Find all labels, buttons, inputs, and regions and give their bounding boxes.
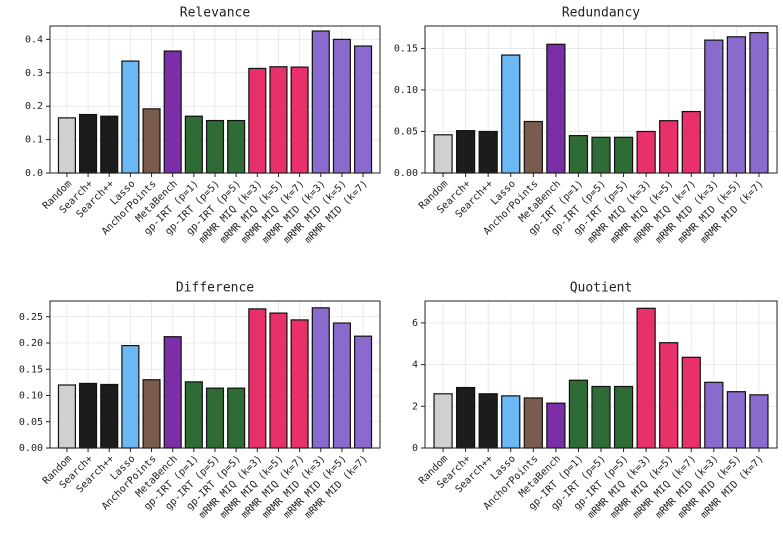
bar [749,394,769,449]
bar [636,307,656,449]
bar [433,393,453,449]
bar [455,130,476,174]
plot-frame [424,25,778,174]
bar [478,130,498,174]
bar [163,336,182,449]
y-tick-label: 6 [412,318,418,329]
plot-frame [424,300,778,449]
bar [726,391,747,449]
y-tick-label: 0.00 [394,168,418,179]
bar [455,386,476,449]
bar [591,136,611,174]
y-tick-label: 0.20 [19,338,43,349]
y-tick-label: 0.05 [19,417,43,428]
bar [227,119,246,174]
bar [681,110,701,174]
bar [184,381,203,449]
bar [478,393,498,449]
bar [332,38,351,174]
bar [332,322,351,449]
bar [290,66,309,174]
bar [636,130,656,174]
bar [704,381,724,449]
y-tick-label: 4 [412,360,418,371]
chart-title: Relevance [180,6,251,21]
bar [659,342,679,449]
bar [659,120,679,174]
plot-frame [49,25,381,174]
bar [523,120,543,174]
y-tick-label: 0.00 [19,443,43,454]
y-tick-label: 0.25 [19,312,43,323]
bar [142,379,161,449]
y-tick-label: 0 [412,443,418,454]
chart-title: Difference [176,281,254,296]
bar [269,312,288,449]
bar [269,66,288,174]
bar [501,54,521,174]
bar [184,115,203,174]
bar [568,135,589,174]
bar [311,307,330,449]
y-tick-label: 0.3 [25,68,43,79]
bar [354,45,373,174]
bar [163,50,182,174]
y-tick-label: 0.15 [394,43,418,54]
bar [100,115,119,174]
bar [100,383,119,449]
bar [523,397,543,449]
bar [354,335,373,449]
bar [57,384,76,449]
bar [433,134,453,174]
bar [749,32,769,174]
y-tick-label: 2 [412,401,418,412]
bar [591,385,611,449]
y-tick-label: 0.15 [19,364,43,375]
bar [79,382,98,449]
bar [227,387,246,449]
bar [311,30,330,174]
bar [501,395,521,449]
y-tick-label: 0.1 [25,135,43,146]
bar [205,119,225,174]
bar [248,67,267,174]
bar [568,379,589,449]
y-tick-label: 0.4 [25,34,43,45]
chart-title: Redundancy [562,6,640,21]
bar [121,345,140,449]
bar [290,319,309,449]
bar [704,39,724,174]
bar [248,308,267,449]
bar [613,385,634,449]
bar [546,43,566,174]
bar [546,402,566,449]
bar [205,387,225,449]
bar [681,356,701,449]
bar [613,136,634,174]
y-tick-label: 0.05 [394,126,418,137]
bar [57,117,76,174]
y-tick-label: 0.10 [19,391,43,402]
y-tick-label: 0.10 [394,85,418,96]
bar [121,60,140,174]
chart-title: Quotient [570,281,633,296]
bar [142,108,161,174]
y-tick-label: 0.2 [25,101,43,112]
bar [726,36,747,174]
bar [79,113,98,174]
y-tick-label: 0.0 [25,168,43,179]
plot-frame [49,300,381,449]
